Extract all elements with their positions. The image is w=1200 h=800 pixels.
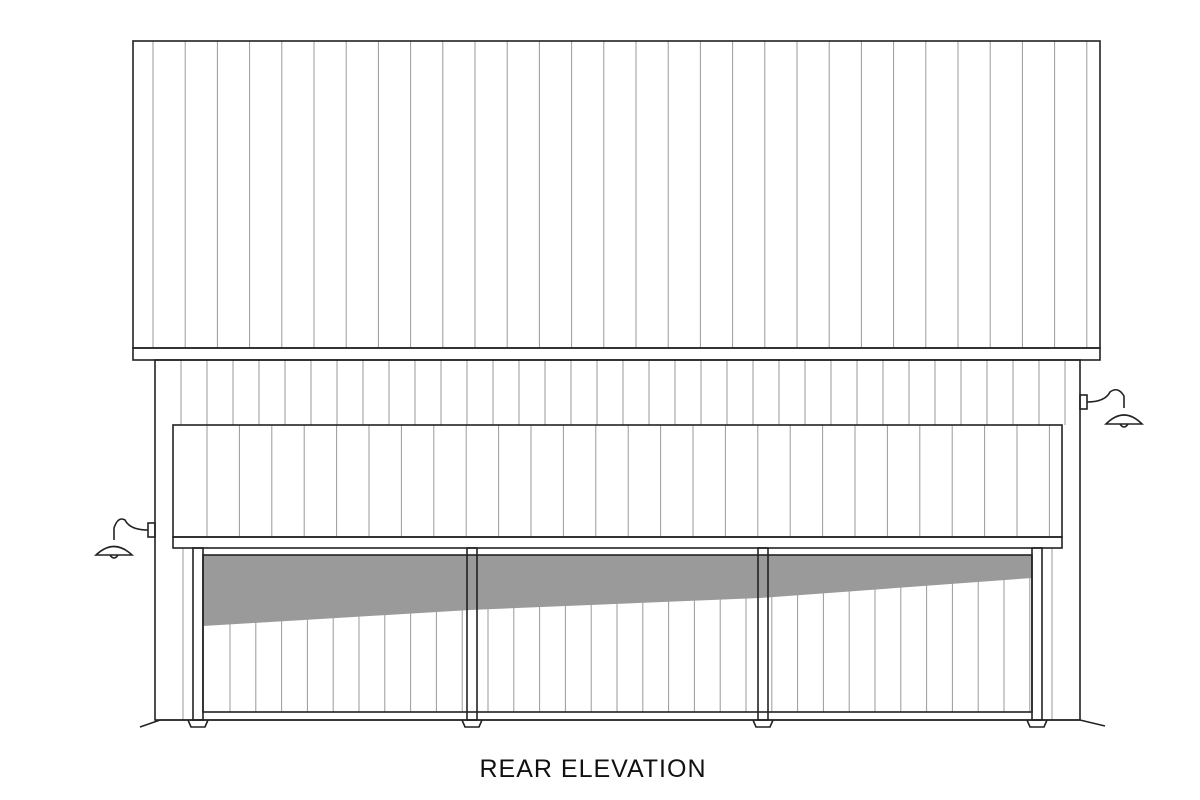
fascia	[132, 347, 1101, 361]
footing	[461, 719, 483, 728]
footing	[752, 719, 774, 728]
post	[1031, 547, 1043, 721]
ground	[139, 719, 1106, 728]
posts	[187, 547, 1048, 728]
footing	[1026, 719, 1048, 728]
roof	[132, 40, 1101, 349]
canopy-band	[172, 424, 1063, 538]
footing	[187, 719, 209, 728]
beam	[172, 536, 1063, 549]
caption: REAR ELEVATION	[479, 755, 706, 783]
light-left	[93, 518, 156, 559]
light-right	[1079, 388, 1144, 428]
post	[192, 547, 204, 721]
shadow	[203, 555, 1032, 626]
